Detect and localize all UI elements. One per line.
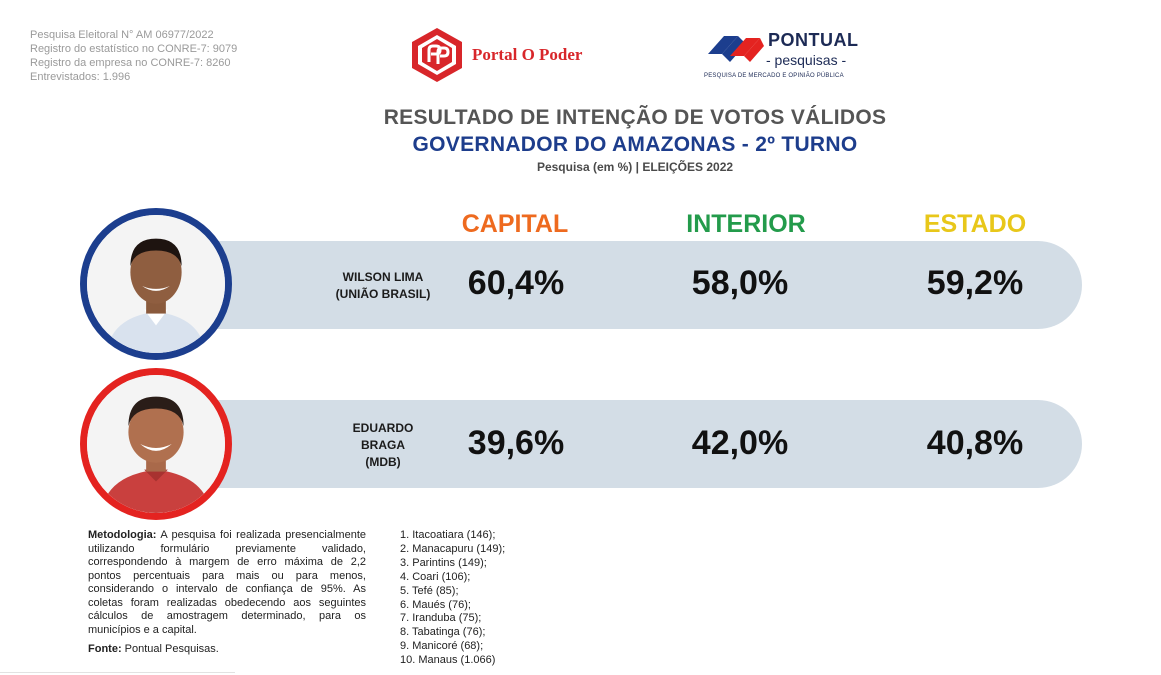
candidate-party-line: (MDB) [365,455,401,469]
list-item: 1. Itacoatiara (146); [400,529,496,541]
person-portrait-icon [87,375,225,513]
list-item: 5. Tefé (85); [400,584,459,597]
list-item: 4. Coari (106); [400,570,471,583]
column-header-interior: INTERIOR [686,210,806,238]
avatar-wilson-lima [80,208,232,360]
pontual-sub: - pesquisas - [766,52,847,68]
list-item: 6. Maués (76); [400,598,471,611]
candidate-name-braga: EDUARDO BRAGA (MDB) [328,420,438,471]
methodology-body: A pesquisa foi realizada presencialmente… [88,529,366,636]
value-wilson-capital: 60,4% [467,264,565,302]
value-wilson-estado: 59,2% [926,264,1024,302]
pontual-tagline: PESQUISA DE MERCADO E OPINIÃO PÚBLICA [704,73,844,79]
registry-line: Entrevistados: 1.996 [30,71,131,83]
portal-o-poder-logo-icon [412,28,462,82]
list-item: 3. Parintins (149); [400,556,487,569]
registry-info: Pesquisa Eleitoral N° AM 06977/2022 Regi… [30,28,237,84]
avatar-eduardo-braga [80,368,232,520]
value-braga-estado: 40,8% [926,424,1024,462]
main-title: RESULTADO DE INTENÇÃO DE VOTOS VÁLIDOS [383,106,887,129]
candidate-party-line: (UNIÃO BRASIL) [335,287,431,301]
source-label: Fonte: [88,643,122,655]
value-braga-interior: 42,0% [691,424,789,462]
person-portrait-icon [87,215,225,353]
pontual-brand: PONTUAL [768,30,859,50]
candidate-name-wilson: WILSON LIMA (UNIÃO BRASIL) [328,269,438,303]
column-header-estado: ESTADO [923,210,1027,238]
candidate-name-line: EDUARDO [352,421,414,435]
list-item: 9. Manicoré (68); [400,640,484,653]
methodology-label: Metodologia: [88,529,157,541]
registry-line: Registro do estatístico no CONRE-7: 9079 [30,43,238,55]
candidate-name-line: BRAGA [361,438,405,452]
portal-o-poder-name: Portal O Poder [472,45,583,64]
source-line: Fonte: Pontual Pesquisas. [88,643,219,655]
pontual-logo: PONTUAL - pesquisas - PESQUISA DE MERCAD… [704,30,866,88]
methodology-text: Metodologia: A pesquisa foi realizada pr… [88,529,366,637]
portal-o-poder-logo: Portal O Poder [410,26,582,84]
list-item: 8. Tabatinga (76); [400,626,486,639]
municipality-sample-list: 1. Itacoatiara (146); 2. Manacapuru (149… [400,529,505,668]
pontual-logo-icon [708,36,764,62]
list-item: 2. Manacapuru (149); [400,542,506,555]
sub-title: GOVERNADOR DO AMAZONAS - 2º TURNO [412,133,858,156]
source-value: Pontual Pesquisas. [124,643,219,655]
registry-line: Registro da empresa no CONRE-7: 8260 [30,57,231,69]
list-item: 7. Iranduba (75); [400,612,482,625]
candidate-band-braga [160,400,1082,488]
column-header-capital: CAPITAL [461,210,569,238]
survey-note: Pesquisa (em %) | ELEIÇÕES 2022 [536,160,734,174]
candidate-name-line: WILSON LIMA [342,270,424,284]
list-item: 10. Manaus (1.066) [400,654,496,667]
value-wilson-interior: 58,0% [691,264,789,302]
candidate-band-wilson [160,241,1082,329]
footer-divider [0,672,235,673]
value-braga-capital: 39,6% [467,424,565,462]
registry-line: Pesquisa Eleitoral N° AM 06977/2022 [30,29,214,41]
